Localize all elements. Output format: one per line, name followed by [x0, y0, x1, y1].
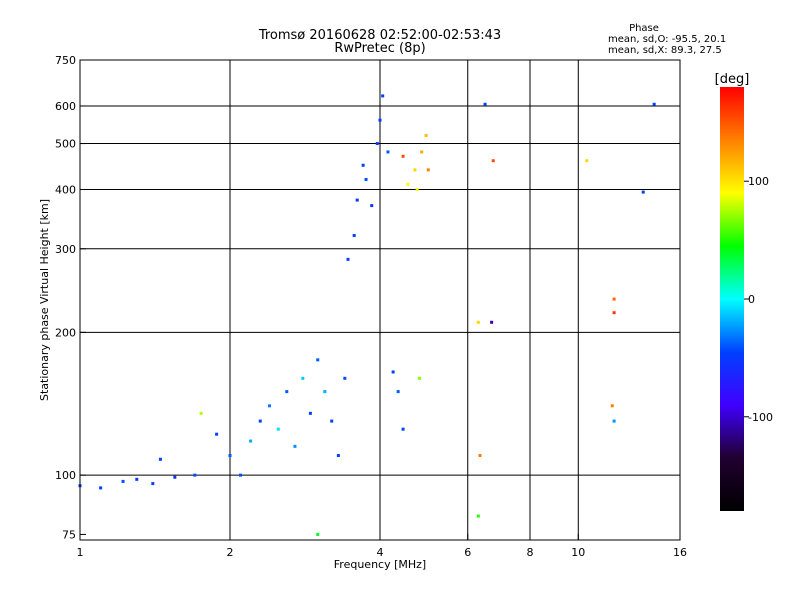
y-axis-label: Stationary phase Virtual Height [km] [38, 199, 51, 401]
y-axis: 75 100 200 300 400 500 600 750 [55, 54, 86, 541]
data-point [228, 454, 232, 458]
data-point [426, 168, 430, 172]
data-point [612, 419, 616, 423]
chart-subtitle: RwPretec (8p) [334, 41, 425, 56]
colorbar-ticks: 100 0 -100 [744, 175, 773, 424]
data-point [352, 233, 356, 237]
data-point [330, 419, 334, 423]
chart-title: Tromsø 20160628 02:52:00-02:53:43 [258, 28, 501, 43]
data-point [370, 204, 374, 208]
data-point [585, 159, 589, 163]
data-point [361, 163, 365, 167]
data-point [476, 514, 480, 518]
data-point [173, 475, 177, 479]
data-point [420, 150, 424, 154]
data-point [346, 257, 350, 261]
data-point [396, 390, 400, 394]
y-tick-label: 75 [62, 528, 76, 541]
data-point [490, 320, 494, 324]
data-point [121, 479, 125, 483]
data-point [323, 390, 327, 394]
data-point [293, 444, 297, 448]
data-point [491, 159, 495, 163]
data-point [375, 142, 379, 146]
x-tick-label: 2 [227, 546, 234, 559]
data-point [316, 358, 320, 362]
x-tick-label: 10 [571, 546, 585, 559]
data-point [424, 133, 428, 137]
grid [80, 60, 680, 540]
colorbar-unit: [deg] [715, 72, 750, 87]
data-point [401, 427, 405, 431]
data-point [364, 177, 368, 181]
data-point [381, 94, 385, 98]
data-point [151, 482, 155, 486]
data-point [316, 532, 320, 536]
x-tick-label: 4 [377, 546, 384, 559]
data-point [193, 473, 197, 477]
data-point [612, 311, 616, 315]
colorbar [720, 87, 744, 511]
data-point [158, 457, 162, 461]
x-axis-label: Frequency [MHz] [334, 558, 426, 571]
data-point [415, 188, 419, 192]
colorbar-tick-label: 100 [748, 175, 769, 188]
data-point [99, 486, 103, 490]
data-point [612, 297, 616, 301]
data-point [301, 376, 305, 380]
colorbar-tick-label: 0 [748, 293, 755, 306]
data-point [239, 473, 243, 477]
x-tick-label: 8 [527, 546, 534, 559]
x-tick-label: 16 [673, 546, 687, 559]
phase-label: Phase [629, 23, 659, 34]
data-point [308, 411, 312, 415]
data-point [386, 150, 390, 154]
data-point [276, 427, 280, 431]
y-tick-label: 100 [55, 469, 76, 482]
x-tick-label: 1 [77, 546, 84, 559]
data-point [258, 419, 262, 423]
data-point [476, 320, 480, 324]
data-point [391, 370, 395, 374]
data-point [199, 411, 203, 415]
colorbar-tick-label: -100 [748, 411, 773, 424]
data-point [417, 376, 421, 380]
y-tick-label: 300 [55, 243, 76, 256]
data-points [78, 94, 656, 536]
data-point [343, 376, 347, 380]
data-point [610, 404, 614, 408]
data-point [406, 182, 410, 186]
data-point [401, 154, 405, 158]
y-tick-label: 200 [55, 326, 76, 339]
data-point [135, 477, 139, 481]
data-point [478, 454, 482, 458]
data-point [355, 198, 359, 202]
stats-o: mean, sd,O: -95.5, 20.1 [608, 34, 726, 45]
y-tick-label: 600 [55, 100, 76, 113]
data-point [336, 454, 340, 458]
data-point [267, 404, 271, 408]
data-point [641, 190, 645, 194]
x-axis: 1 2 4 6 8 10 16 [77, 534, 687, 559]
x-tick-label: 6 [464, 546, 471, 559]
data-point [413, 168, 417, 172]
data-point [652, 102, 656, 106]
y-tick-label: 750 [55, 54, 76, 67]
data-point [378, 118, 382, 122]
y-tick-label: 400 [55, 184, 76, 197]
data-point [483, 102, 487, 106]
data-point [215, 432, 219, 436]
stats-x: mean, sd,X: 89.3, 27.5 [608, 45, 722, 56]
y-tick-label: 500 [55, 138, 76, 151]
data-point [249, 439, 253, 443]
data-point [285, 390, 289, 394]
